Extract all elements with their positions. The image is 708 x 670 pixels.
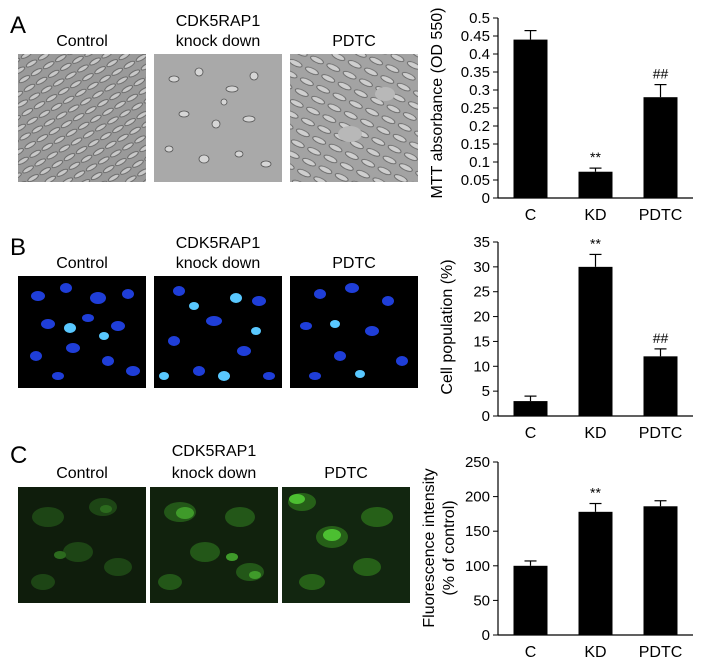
panel-c-letter: C <box>10 442 28 469</box>
x-tick-label: KD <box>584 425 606 442</box>
significance-mark: ## <box>653 66 669 82</box>
panel-c-kd-label-line2: knock down <box>171 465 257 482</box>
y-axis-label-line1: Fluorescence intensity <box>421 468 438 627</box>
y-tick-label: 0 <box>482 190 490 207</box>
sparse-cells <box>164 67 272 168</box>
y-tick-label: 100 <box>465 558 490 575</box>
panel-a-kd-micrograph <box>154 54 282 182</box>
x-tick-label: C <box>525 207 537 224</box>
x-tick-label: KD <box>584 207 606 224</box>
panel-c-kd-label-line1: CDK5RAP1 <box>171 443 257 460</box>
y-tick-label: 30 <box>473 259 490 276</box>
panel-a-control-micrograph <box>18 54 146 182</box>
y-tick-label: 250 <box>465 454 490 471</box>
y-axis-label: MTT absorbance (OD 550) <box>429 8 446 199</box>
x-tick-label: PDTC <box>639 425 683 442</box>
panel-c-kd-micrograph <box>150 487 278 603</box>
y-tick-label: 150 <box>465 523 490 540</box>
y-tick-label: 0.15 <box>461 136 490 153</box>
panel-a-pdtc-label: PDTC <box>332 33 376 50</box>
panel-b-kd-label-line2: knock down <box>175 255 261 272</box>
y-tick-label: 0 <box>482 627 490 644</box>
panel-b-kd-label-line1: CDK5RAP1 <box>175 235 261 252</box>
y-tick-label: 0.4 <box>469 46 490 63</box>
bar-c <box>513 565 548 635</box>
panel-b-control-label: Control <box>56 255 108 272</box>
significance-mark: ** <box>590 485 601 501</box>
panel-b-letter: B <box>10 234 27 261</box>
y-axis-label-line2: (% of control) <box>441 500 458 595</box>
y-tick-label: 0.2 <box>469 118 490 135</box>
x-tick-label: PDTC <box>639 207 683 224</box>
y-tick-label: 0.45 <box>461 28 490 45</box>
bar-c <box>513 39 548 198</box>
bar-pdtc <box>643 506 678 635</box>
panel-a-bar-chart: 00.050.10.150.20.250.30.350.40.450.5 MTT … <box>429 8 693 224</box>
y-tick-label: 15 <box>473 333 490 350</box>
significance-mark: ## <box>653 330 669 346</box>
x-tick-label: KD <box>584 644 606 661</box>
panel-c-control-label: Control <box>56 465 108 482</box>
panel-b-control-micrograph <box>18 276 146 388</box>
panel-b-pdtc-micrograph <box>290 276 418 388</box>
y-tick-label: 0.5 <box>469 10 490 27</box>
bar-kd <box>578 171 613 198</box>
panel-b-kd-micrograph <box>154 276 282 388</box>
y-tick-label: 0 <box>482 408 490 425</box>
y-tick-label: 35 <box>473 234 490 251</box>
panel-c-pdtc-micrograph <box>282 487 410 603</box>
panel-c-control-micrograph <box>18 487 146 603</box>
y-tick-label: 0.3 <box>469 82 490 99</box>
y-axis-label: Cell population (%) <box>439 259 456 394</box>
y-tick-label: 0.25 <box>461 100 490 117</box>
panel-a-kd-label-line2: knock down <box>175 33 261 50</box>
y-tick-label: 50 <box>473 592 490 609</box>
y-tick-label: 5 <box>482 383 490 400</box>
y-tick-label: 25 <box>473 284 490 301</box>
panel-c-bar-chart: 0 50 100 150 200 250 Fluorescence intensity (% … <box>421 454 693 661</box>
y-tick-label: 0.35 <box>461 64 490 81</box>
y-tick-label: 200 <box>465 489 490 506</box>
panel-b-bar-chart: 0 5 10 15 20 25 30 35 Cell population (%) C ** KD ##… <box>439 234 693 442</box>
panel-a-letter: A <box>10 12 27 39</box>
panel-a-pdtc-micrograph <box>290 54 418 182</box>
panel-c-pdtc-label: PDTC <box>324 465 368 482</box>
panel-a-control-label: Control <box>56 33 108 50</box>
y-tick-label: 0.1 <box>469 154 490 171</box>
x-tick-label: PDTC <box>639 644 683 661</box>
x-tick-label: C <box>525 425 537 442</box>
y-tick-label: 0.05 <box>461 172 490 189</box>
y-tick-label: 20 <box>473 309 490 326</box>
panel-a-kd-label-line1: CDK5RAP1 <box>175 13 261 30</box>
x-tick-label: C <box>525 644 537 661</box>
bar-kd <box>578 266 613 416</box>
panel-b-pdtc-label: PDTC <box>332 255 376 272</box>
bar-pdtc <box>643 356 678 416</box>
significance-mark: ** <box>590 149 601 165</box>
y-tick-label: 10 <box>473 358 490 375</box>
bar-kd <box>578 511 613 635</box>
bar-c <box>513 401 548 416</box>
bar-pdtc <box>643 97 678 198</box>
significance-mark: ** <box>590 235 601 251</box>
